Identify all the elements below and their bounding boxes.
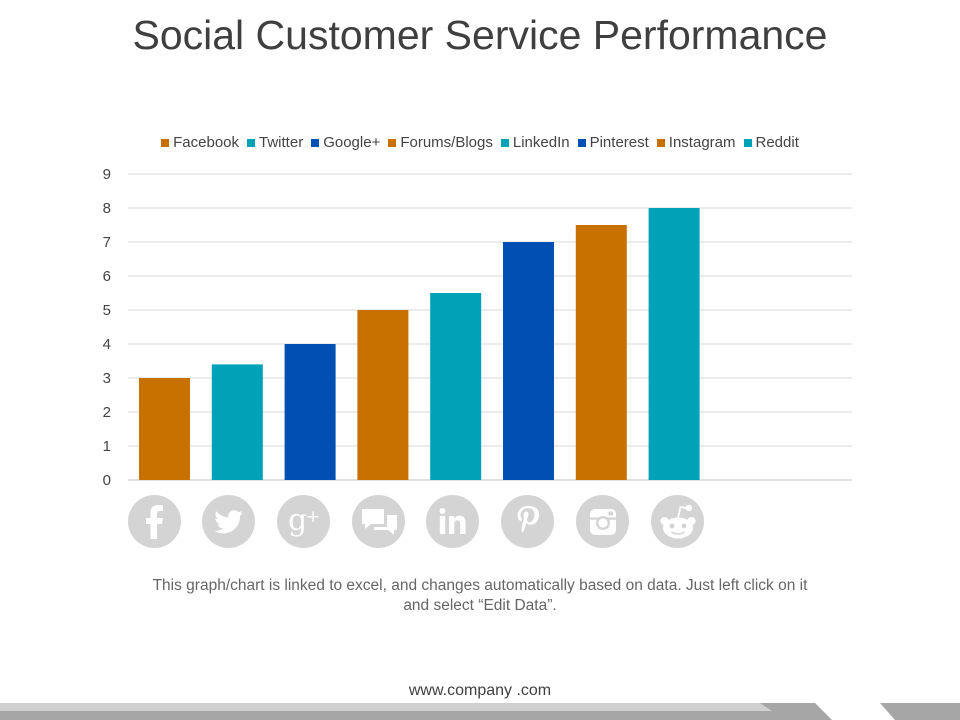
google-plus-icon: g + bbox=[277, 495, 330, 548]
y-tick-label: 8 bbox=[103, 200, 111, 217]
legend-swatch bbox=[161, 138, 170, 147]
bar[interactable] bbox=[575, 225, 627, 480]
bar[interactable] bbox=[503, 242, 554, 480]
twitter-icon bbox=[202, 495, 255, 548]
y-tick-label: 3 bbox=[103, 370, 111, 387]
bar[interactable] bbox=[357, 310, 409, 480]
linkedin-icon bbox=[426, 495, 479, 548]
bar[interactable] bbox=[648, 208, 700, 480]
y-tick-label: 2 bbox=[103, 404, 111, 421]
bar[interactable] bbox=[430, 293, 482, 480]
legend-item[interactable]: Facebook bbox=[161, 134, 239, 151]
bar[interactable] bbox=[211, 364, 263, 480]
chart-caption: This graph/chart is linked to excel, and… bbox=[152, 577, 808, 614]
legend-label: Instagram bbox=[668, 134, 736, 151]
legend-item[interactable]: LinkedIn bbox=[500, 134, 570, 151]
legend-label: Pinterest bbox=[589, 134, 649, 151]
y-tick-label: 9 bbox=[103, 166, 111, 183]
legend-item[interactable]: Google+ bbox=[311, 134, 380, 151]
forums-blogs-icon bbox=[352, 495, 405, 548]
y-tick-label: 1 bbox=[103, 438, 111, 455]
svg-text:g: g bbox=[288, 504, 307, 538]
legend-swatch bbox=[577, 138, 586, 147]
footer-bar bbox=[0, 703, 960, 720]
reddit-icon bbox=[651, 495, 704, 548]
y-tick-label: 6 bbox=[103, 268, 111, 285]
pinterest-icon bbox=[501, 495, 554, 548]
bar-chart[interactable]: 0 1 2 3 4 5 6 7 8 9 bbox=[0, 0, 960, 500]
legend-swatch bbox=[656, 138, 665, 147]
legend-item[interactable]: Reddit bbox=[743, 134, 799, 151]
legend-item[interactable]: Twitter bbox=[247, 134, 303, 151]
legend-label: LinkedIn bbox=[512, 134, 570, 151]
legend-label: Twitter bbox=[259, 134, 304, 151]
legend-swatch bbox=[500, 138, 509, 147]
legend-item[interactable]: Instagram bbox=[656, 134, 736, 151]
facebook-icon bbox=[128, 495, 181, 548]
legend-swatch bbox=[388, 138, 397, 147]
legend-label: Facebook bbox=[173, 134, 240, 151]
svg-text:+: + bbox=[306, 507, 320, 527]
y-tick-label: 4 bbox=[103, 336, 111, 353]
footer-url[interactable]: www.company .com bbox=[408, 682, 552, 699]
legend-swatch bbox=[311, 138, 320, 147]
bar[interactable] bbox=[284, 344, 336, 480]
y-tick-label: 0 bbox=[103, 472, 111, 489]
legend-item[interactable]: Pinterest bbox=[577, 134, 649, 151]
legend-swatch bbox=[247, 138, 256, 147]
instagram-icon bbox=[576, 495, 629, 548]
legend-swatch bbox=[743, 138, 752, 147]
bar[interactable] bbox=[139, 378, 190, 480]
y-tick-label: 7 bbox=[103, 234, 111, 251]
page-title: Social Customer Service Performance bbox=[132, 12, 828, 58]
y-tick-label: 5 bbox=[103, 302, 111, 319]
legend-label: Forums/Blogs bbox=[400, 134, 493, 151]
chart-legend: Facebook Twitter Google+ Forums/Blogs Linked… bbox=[0, 134, 960, 151]
legend-label: Google+ bbox=[323, 134, 381, 151]
legend-label: Reddit bbox=[755, 134, 799, 151]
legend-item[interactable]: Forums/Blogs bbox=[388, 134, 493, 151]
